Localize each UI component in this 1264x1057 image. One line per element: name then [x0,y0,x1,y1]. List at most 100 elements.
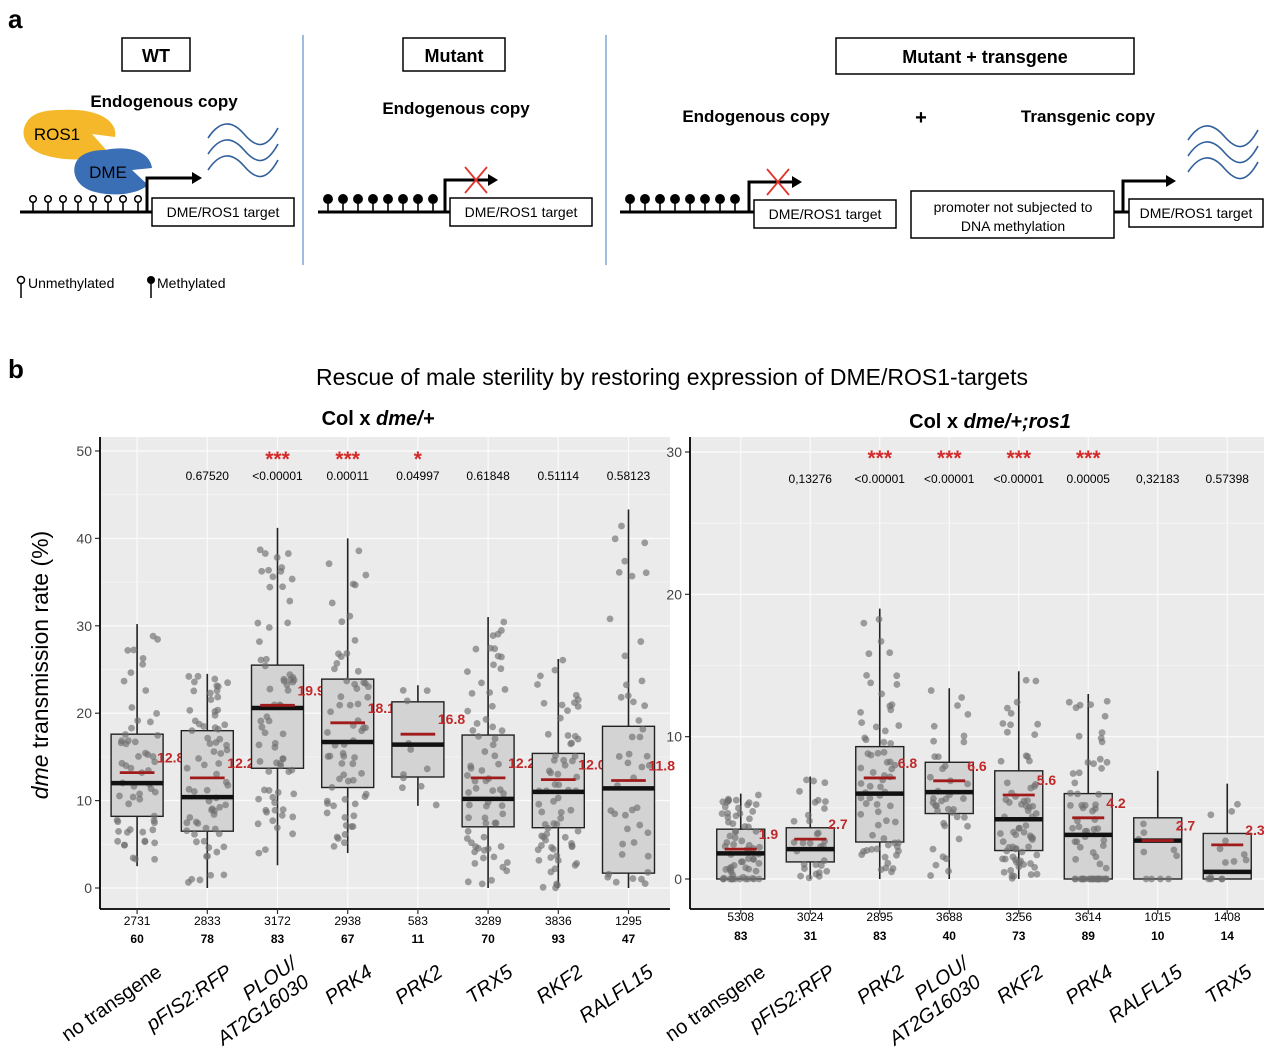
right-title-italic: dme/+;ros1 [964,411,1071,433]
data-point [550,845,557,853]
mean-label: 16.8 [438,711,465,727]
data-point [621,557,629,565]
data-point [333,833,341,841]
data-point [636,821,644,829]
data-point [464,668,471,676]
transgene-endogenous-arrowhead [792,176,802,188]
category-label-line: RKF2 [993,961,1047,1008]
data-point [186,814,194,821]
data-point [325,560,333,568]
y-tick-label: 0 [84,880,92,896]
p-value: 0.61848 [466,469,510,483]
data-point [478,880,486,888]
data-point [222,801,230,809]
data-point [269,573,277,581]
data-point [1069,770,1077,777]
data-point [261,550,269,557]
transgene-endogenous-target-label: DME/ROS1 target [769,206,882,222]
data-point [358,770,365,777]
data-point [265,768,273,775]
data-point [498,727,506,735]
data-point [1003,728,1011,736]
transcript-wave [1187,141,1259,164]
data-point [482,819,490,827]
data-point [865,650,873,658]
data-point [569,757,576,765]
transcript-wave [207,123,279,146]
data-point [154,731,162,739]
data-point [193,838,200,846]
data-point [800,860,808,868]
data-point [423,765,431,773]
data-point [1000,868,1008,876]
data-point [1075,823,1083,831]
data-point [567,740,575,748]
data-point [812,870,820,878]
data-point [538,842,545,849]
data-point [862,800,870,807]
data-point [895,722,903,729]
chart-title: Rescue of male sterility by restoring ex… [316,364,1028,390]
data-point [274,789,282,796]
x-category-label: TRX5 [462,961,517,1009]
data-point [1072,875,1079,883]
mean-label: 12.2 [227,755,254,771]
promoter-line-1: promoter not subjected to [934,199,1093,215]
data-point [547,868,555,876]
data-point [535,857,543,864]
data-point [271,739,279,747]
wt-title-box [121,37,191,72]
data-point [863,671,870,679]
data-point [142,749,149,757]
mutant-title-box [402,37,506,72]
data-point [1098,875,1106,883]
mean-label: 12.2 [508,755,535,771]
n-plants: 70 [481,932,495,946]
mean-label: 12.8 [157,750,184,766]
data-point [574,827,582,835]
x-category-label: TRX5 [1202,961,1257,1009]
data-point [344,777,352,785]
data-point [725,797,732,805]
data-point [545,767,553,775]
n-plants: 31 [804,929,818,943]
data-point [744,875,752,883]
data-point [328,783,336,791]
data-point [934,807,941,815]
mutant-endogenous-label: Endogenous copy [382,99,530,118]
data-point [1025,803,1033,811]
data-point [1032,810,1040,817]
mean-label: 18.1 [368,700,395,716]
data-point [812,861,820,869]
data-point [207,871,215,879]
data-point [960,795,967,802]
data-point [552,752,559,759]
data-point [724,813,732,821]
n-seeds: 3836 [545,914,572,928]
significance-stars: *** [1076,447,1101,470]
box [461,734,515,828]
data-point [887,740,895,747]
data-point [1073,817,1081,825]
n-seeds: 2895 [866,910,893,924]
data-point [1100,836,1108,844]
y-tick-label: 30 [76,618,92,634]
x-category-label: RKF2 [993,961,1047,1008]
n-plants: 83 [873,929,887,943]
data-point [465,814,472,822]
data-point [964,710,972,718]
data-point [276,759,284,767]
x-category-label: PRK2 [853,961,908,1009]
data-point [399,686,407,694]
data-point [858,719,866,727]
wt-target-label: DME/ROS1 target [167,204,280,220]
category-label-line: RALFL15 [1105,961,1188,1028]
p-value: <0.00001 [252,469,303,483]
transgene-endogenous-label: Endogenous copy [682,107,830,126]
data-point [204,734,212,742]
data-point [349,760,357,768]
data-point [641,539,649,547]
data-point [488,702,496,710]
data-point [1025,843,1032,851]
data-point [558,701,566,709]
